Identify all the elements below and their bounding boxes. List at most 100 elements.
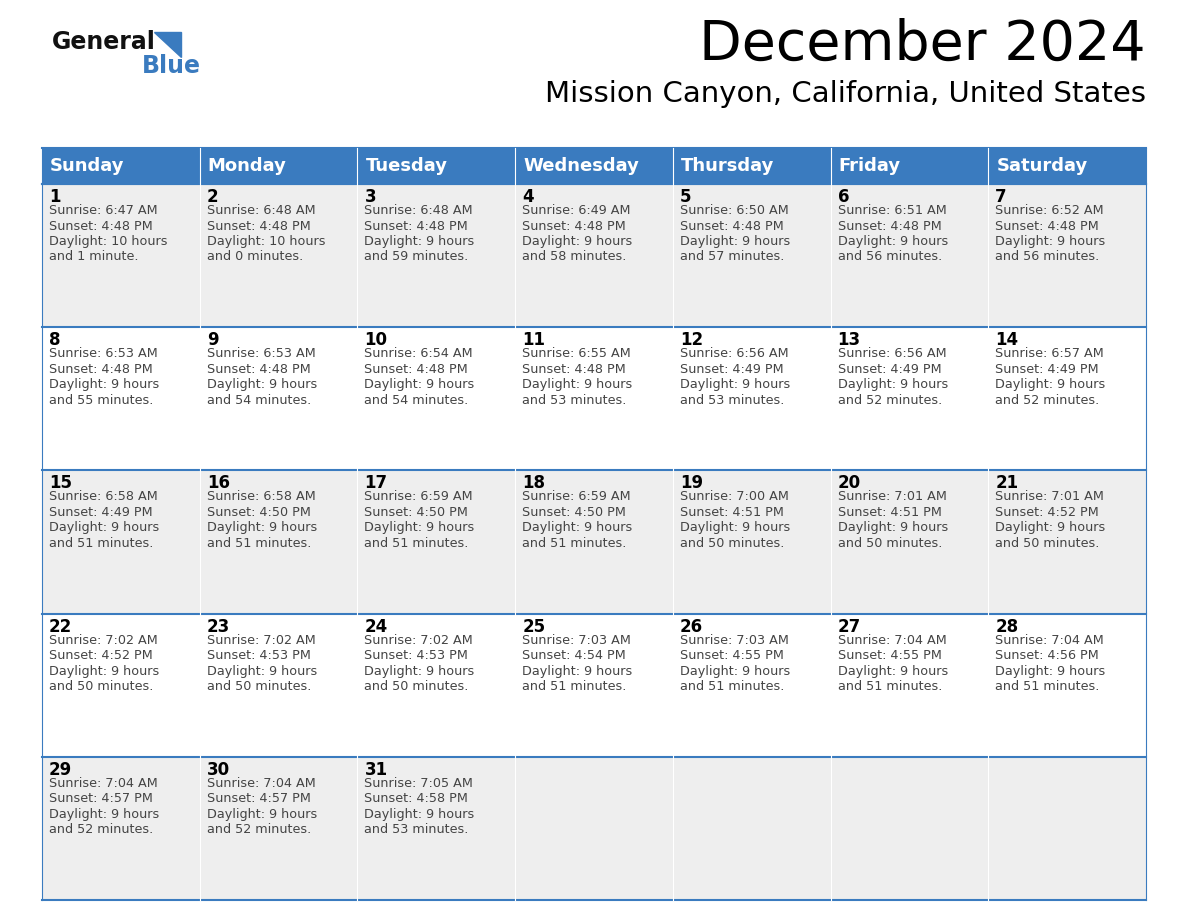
Text: Sunset: 4:53 PM: Sunset: 4:53 PM bbox=[365, 649, 468, 662]
Text: Blue: Blue bbox=[143, 54, 201, 78]
Text: 6: 6 bbox=[838, 188, 849, 206]
Text: 2: 2 bbox=[207, 188, 219, 206]
Text: Sunset: 4:50 PM: Sunset: 4:50 PM bbox=[523, 506, 626, 519]
Text: 14: 14 bbox=[996, 331, 1018, 349]
Text: and 52 minutes.: and 52 minutes. bbox=[207, 823, 311, 836]
Bar bbox=[42, 184, 200, 327]
Text: Daylight: 9 hours: Daylight: 9 hours bbox=[49, 378, 159, 391]
Text: 30: 30 bbox=[207, 761, 229, 778]
Text: Sunrise: 6:58 AM: Sunrise: 6:58 AM bbox=[207, 490, 316, 503]
Text: Sunrise: 7:03 AM: Sunrise: 7:03 AM bbox=[523, 633, 631, 646]
Text: and 54 minutes.: and 54 minutes. bbox=[365, 394, 469, 407]
Text: Sunset: 4:55 PM: Sunset: 4:55 PM bbox=[680, 649, 784, 662]
Text: Sunset: 4:48 PM: Sunset: 4:48 PM bbox=[523, 219, 626, 232]
Text: Sunset: 4:58 PM: Sunset: 4:58 PM bbox=[365, 792, 468, 805]
Bar bbox=[672, 470, 830, 613]
Text: Daylight: 9 hours: Daylight: 9 hours bbox=[996, 378, 1106, 391]
Text: Sunset: 4:48 PM: Sunset: 4:48 PM bbox=[207, 363, 310, 375]
Text: 7: 7 bbox=[996, 188, 1007, 206]
Text: and 56 minutes.: and 56 minutes. bbox=[996, 251, 1100, 263]
Text: Sunrise: 7:04 AM: Sunrise: 7:04 AM bbox=[838, 633, 947, 646]
Text: and 54 minutes.: and 54 minutes. bbox=[207, 394, 311, 407]
Bar bbox=[516, 470, 672, 613]
Text: Sunrise: 6:59 AM: Sunrise: 6:59 AM bbox=[365, 490, 473, 503]
Text: Sunset: 4:54 PM: Sunset: 4:54 PM bbox=[523, 649, 626, 662]
Bar bbox=[988, 184, 1146, 327]
Text: Sunset: 4:49 PM: Sunset: 4:49 PM bbox=[838, 363, 941, 375]
Text: 18: 18 bbox=[523, 475, 545, 492]
Text: Sunset: 4:50 PM: Sunset: 4:50 PM bbox=[365, 506, 468, 519]
Text: 1: 1 bbox=[49, 188, 61, 206]
Text: 27: 27 bbox=[838, 618, 861, 635]
Bar bbox=[672, 756, 830, 900]
Text: Daylight: 9 hours: Daylight: 9 hours bbox=[49, 665, 159, 677]
Text: December 2024: December 2024 bbox=[700, 18, 1146, 72]
Text: 29: 29 bbox=[49, 761, 72, 778]
Text: Daylight: 9 hours: Daylight: 9 hours bbox=[523, 235, 632, 248]
Text: and 53 minutes.: and 53 minutes. bbox=[365, 823, 469, 836]
Text: Sunrise: 6:57 AM: Sunrise: 6:57 AM bbox=[996, 347, 1104, 360]
Text: 31: 31 bbox=[365, 761, 387, 778]
Text: and 51 minutes.: and 51 minutes. bbox=[207, 537, 311, 550]
Text: 10: 10 bbox=[365, 331, 387, 349]
Bar bbox=[358, 470, 516, 613]
Bar bbox=[516, 184, 672, 327]
Text: 21: 21 bbox=[996, 475, 1018, 492]
Bar bbox=[200, 470, 358, 613]
Bar bbox=[988, 756, 1146, 900]
Bar bbox=[42, 756, 200, 900]
Text: Sunset: 4:48 PM: Sunset: 4:48 PM bbox=[365, 363, 468, 375]
Text: Sunrise: 6:48 AM: Sunrise: 6:48 AM bbox=[365, 204, 473, 217]
Text: Sunrise: 6:47 AM: Sunrise: 6:47 AM bbox=[49, 204, 158, 217]
Text: Sunrise: 6:50 AM: Sunrise: 6:50 AM bbox=[680, 204, 789, 217]
Text: Sunrise: 7:02 AM: Sunrise: 7:02 AM bbox=[365, 633, 473, 646]
Text: Sunset: 4:49 PM: Sunset: 4:49 PM bbox=[49, 506, 152, 519]
Text: Sunrise: 6:55 AM: Sunrise: 6:55 AM bbox=[523, 347, 631, 360]
Bar bbox=[516, 327, 672, 470]
Text: Daylight: 10 hours: Daylight: 10 hours bbox=[49, 235, 168, 248]
Text: and 53 minutes.: and 53 minutes. bbox=[523, 394, 626, 407]
Text: 4: 4 bbox=[523, 188, 533, 206]
Text: Daylight: 9 hours: Daylight: 9 hours bbox=[207, 378, 317, 391]
Bar bbox=[516, 613, 672, 756]
Text: Sunrise: 6:52 AM: Sunrise: 6:52 AM bbox=[996, 204, 1104, 217]
Text: 8: 8 bbox=[49, 331, 61, 349]
Text: 23: 23 bbox=[207, 618, 230, 635]
Text: Sunrise: 6:54 AM: Sunrise: 6:54 AM bbox=[365, 347, 473, 360]
Text: Sunrise: 7:00 AM: Sunrise: 7:00 AM bbox=[680, 490, 789, 503]
Text: Daylight: 9 hours: Daylight: 9 hours bbox=[838, 665, 948, 677]
Text: and 59 minutes.: and 59 minutes. bbox=[365, 251, 469, 263]
Text: and 56 minutes.: and 56 minutes. bbox=[838, 251, 942, 263]
Text: Sunrise: 6:56 AM: Sunrise: 6:56 AM bbox=[838, 347, 946, 360]
Text: Daylight: 9 hours: Daylight: 9 hours bbox=[523, 378, 632, 391]
Text: Sunset: 4:49 PM: Sunset: 4:49 PM bbox=[996, 363, 1099, 375]
Text: 16: 16 bbox=[207, 475, 229, 492]
Text: Daylight: 10 hours: Daylight: 10 hours bbox=[207, 235, 326, 248]
Bar bbox=[42, 613, 200, 756]
Text: Sunrise: 6:59 AM: Sunrise: 6:59 AM bbox=[523, 490, 631, 503]
Text: and 50 minutes.: and 50 minutes. bbox=[49, 680, 153, 693]
Text: Sunset: 4:52 PM: Sunset: 4:52 PM bbox=[996, 506, 1099, 519]
Text: 12: 12 bbox=[680, 331, 703, 349]
Text: Sunset: 4:48 PM: Sunset: 4:48 PM bbox=[996, 219, 1099, 232]
Text: Daylight: 9 hours: Daylight: 9 hours bbox=[996, 521, 1106, 534]
Text: and 51 minutes.: and 51 minutes. bbox=[49, 537, 153, 550]
Text: Daylight: 9 hours: Daylight: 9 hours bbox=[365, 521, 475, 534]
Text: Daylight: 9 hours: Daylight: 9 hours bbox=[523, 521, 632, 534]
Text: and 0 minutes.: and 0 minutes. bbox=[207, 251, 303, 263]
Text: Sunset: 4:57 PM: Sunset: 4:57 PM bbox=[49, 792, 153, 805]
Text: 11: 11 bbox=[523, 331, 545, 349]
Bar bbox=[42, 148, 1146, 184]
Text: Sunset: 4:48 PM: Sunset: 4:48 PM bbox=[207, 219, 310, 232]
Text: Daylight: 9 hours: Daylight: 9 hours bbox=[365, 808, 475, 821]
Text: Sunrise: 6:58 AM: Sunrise: 6:58 AM bbox=[49, 490, 158, 503]
Text: and 51 minutes.: and 51 minutes. bbox=[523, 680, 626, 693]
Text: Sunrise: 6:49 AM: Sunrise: 6:49 AM bbox=[523, 204, 631, 217]
Bar bbox=[42, 327, 200, 470]
Text: Sunset: 4:48 PM: Sunset: 4:48 PM bbox=[680, 219, 784, 232]
Text: Sunset: 4:51 PM: Sunset: 4:51 PM bbox=[838, 506, 941, 519]
Text: 17: 17 bbox=[365, 475, 387, 492]
Text: Daylight: 9 hours: Daylight: 9 hours bbox=[207, 665, 317, 677]
Text: Sunset: 4:55 PM: Sunset: 4:55 PM bbox=[838, 649, 941, 662]
Text: Daylight: 9 hours: Daylight: 9 hours bbox=[365, 235, 475, 248]
